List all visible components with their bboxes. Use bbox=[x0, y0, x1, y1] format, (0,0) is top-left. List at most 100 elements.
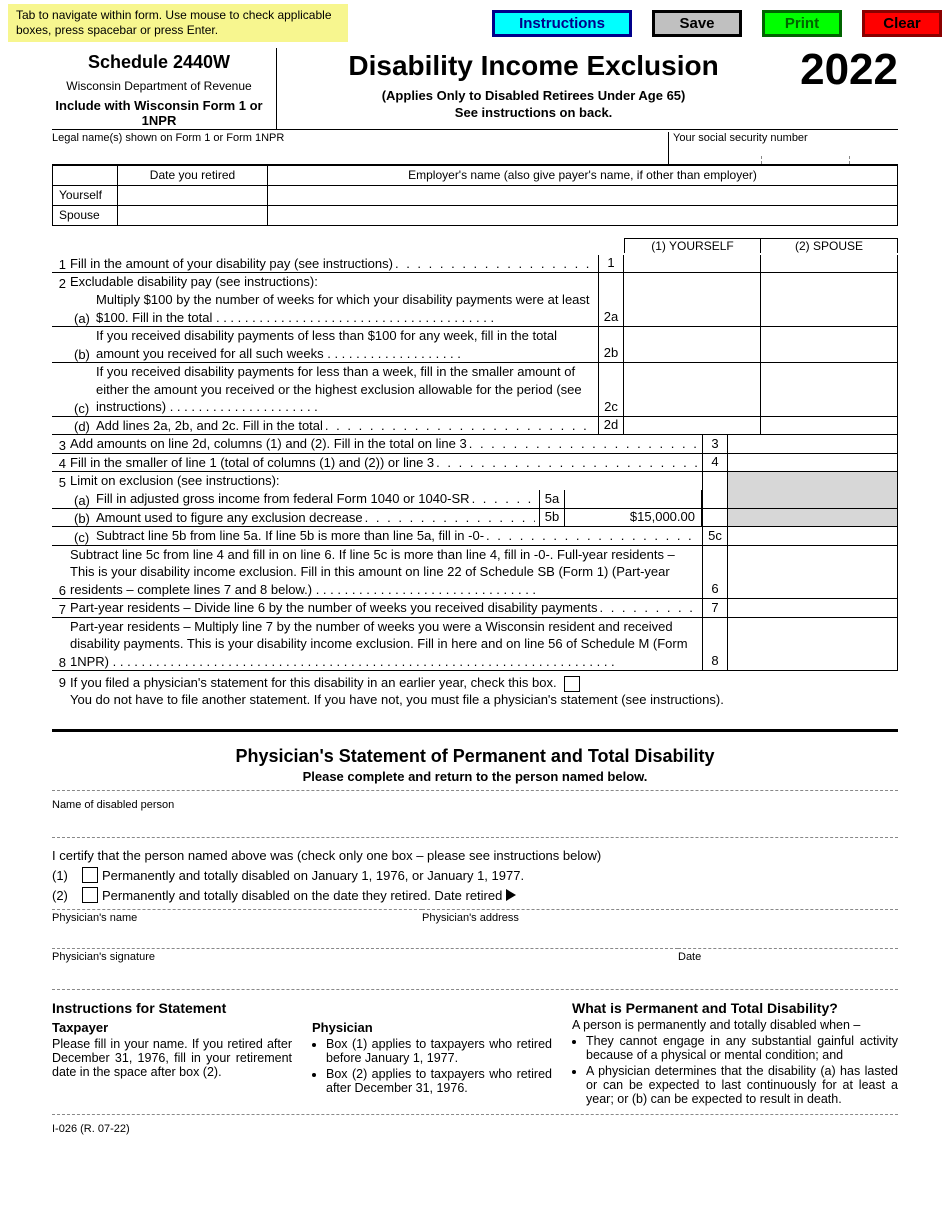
line-4-text: Fill in the smaller of line 1 (total of … bbox=[70, 454, 436, 472]
what-bullet-2: A physician determines that the disabili… bbox=[586, 1064, 898, 1106]
cert-2-text: Permanently and totally disabled on the … bbox=[102, 888, 502, 903]
physician-sub: Please complete and return to the person… bbox=[52, 769, 898, 784]
phys-bullet-1: Box (1) applies to taxpayers who retired… bbox=[326, 1037, 552, 1065]
disabled-name-input[interactable] bbox=[52, 811, 898, 829]
ssn-label: Your social security number bbox=[673, 132, 898, 144]
line-5b-text: Amount used to figure any exclusion decr… bbox=[96, 509, 365, 527]
line-5a-text: Fill in adjusted gross income from feder… bbox=[96, 490, 472, 508]
line-9a-text: If you filed a physician's statement for… bbox=[70, 675, 557, 690]
line-4-num: 4 bbox=[52, 456, 70, 471]
line-2-num: 2 bbox=[52, 276, 70, 291]
line-2b-sub: (b) bbox=[70, 347, 96, 362]
phys-bullet-2: Box (2) applies to taxpayers who retired… bbox=[326, 1067, 552, 1095]
include-note: Include with Wisconsin Form 1 or 1NPR bbox=[52, 99, 266, 129]
row-yourself-label: Yourself bbox=[53, 185, 118, 205]
line-5a-shade bbox=[728, 490, 898, 508]
ssn-input[interactable] bbox=[673, 144, 898, 164]
line-6-box: 6 bbox=[702, 546, 728, 599]
line-5-num: 5 bbox=[52, 475, 70, 490]
tax-year: 2022 bbox=[800, 48, 898, 92]
line-5c-sub: (c) bbox=[70, 530, 96, 545]
print-button[interactable]: Print bbox=[762, 10, 842, 37]
line-2d-spouse[interactable] bbox=[761, 417, 898, 435]
line-7-value[interactable] bbox=[728, 599, 898, 617]
line-6-value[interactable] bbox=[728, 546, 898, 599]
legal-name-input[interactable] bbox=[52, 144, 668, 162]
line-1-num: 1 bbox=[52, 257, 70, 272]
col-spouse: (2) SPOUSE bbox=[761, 238, 898, 253]
line-5c-value[interactable] bbox=[728, 527, 898, 545]
cert-1-num: (1) bbox=[52, 868, 78, 883]
line-9-checkbox[interactable] bbox=[564, 676, 580, 692]
phys-sig-label: Physician's signature bbox=[52, 951, 672, 963]
instructions-button[interactable]: Instructions bbox=[492, 10, 632, 37]
line-2a-spouse[interactable] bbox=[761, 291, 898, 326]
spouse-date-input[interactable] bbox=[118, 205, 268, 225]
line-5b-box: 5b bbox=[539, 509, 565, 527]
phys-addr-label: Physician's address bbox=[422, 912, 892, 924]
line-2c-spouse[interactable] bbox=[761, 363, 898, 416]
date-retired-header: Date you retired bbox=[118, 165, 268, 185]
line-5-text: Limit on exclusion (see instructions): bbox=[70, 472, 539, 490]
line-2c-sub: (c) bbox=[70, 401, 96, 416]
clear-button[interactable]: Clear bbox=[862, 10, 942, 37]
line-2d-box: 2d bbox=[598, 417, 624, 435]
retire-info-table: Date you retired Employer's name (also g… bbox=[52, 165, 898, 226]
see-instr: See instructions on back. bbox=[287, 105, 780, 120]
line-3-value[interactable] bbox=[728, 435, 898, 453]
instr-heading: Instructions for Statement bbox=[52, 1000, 292, 1016]
line-8-value[interactable] bbox=[728, 618, 898, 671]
cert-1-checkbox[interactable] bbox=[82, 867, 98, 883]
line-1-box: 1 bbox=[598, 255, 624, 273]
line-1-spouse[interactable] bbox=[761, 255, 898, 273]
taxpayer-text: Please fill in your name. If you retired… bbox=[52, 1037, 292, 1079]
line-9b-text: You do not have to file another statemen… bbox=[70, 692, 724, 707]
employer-header: Employer's name (also give payer's name,… bbox=[268, 165, 898, 185]
yourself-employer-input[interactable] bbox=[268, 185, 898, 205]
line-2c-box: 2c bbox=[598, 363, 624, 416]
cert-2-checkbox[interactable] bbox=[82, 887, 98, 903]
line-2c-yourself[interactable] bbox=[624, 363, 761, 416]
spouse-employer-input[interactable] bbox=[268, 205, 898, 225]
applies-note: (Applies Only to Disabled Retirees Under… bbox=[287, 88, 780, 103]
line-7-text: Part-year residents – Divide line 6 by t… bbox=[70, 599, 599, 617]
line-5b-value: $15,000.00 bbox=[565, 509, 702, 527]
what-heading: What is Permanent and Total Disability? bbox=[572, 1000, 898, 1016]
line-2b-box: 2b bbox=[598, 327, 624, 362]
line-9-num: 9 bbox=[52, 675, 70, 707]
phys-name-label: Physician's name bbox=[52, 912, 416, 924]
line-4-box: 4 bbox=[702, 454, 728, 472]
line-5a-value[interactable] bbox=[565, 490, 702, 508]
line-1-yourself[interactable] bbox=[624, 255, 761, 273]
line-2d-yourself[interactable] bbox=[624, 417, 761, 435]
line-5c-box: 5c bbox=[702, 527, 728, 545]
physician-heading: Physician bbox=[312, 1020, 552, 1035]
line-8-num: 8 bbox=[52, 655, 70, 670]
line-2b-yourself[interactable] bbox=[624, 327, 761, 362]
line-4-value[interactable] bbox=[728, 454, 898, 472]
physician-title: Physician's Statement of Permanent and T… bbox=[52, 746, 898, 767]
schedule-code: Schedule 2440W bbox=[52, 52, 266, 73]
cert-2-date-input[interactable] bbox=[516, 895, 898, 896]
line-7-num: 7 bbox=[52, 602, 70, 617]
line-2a-yourself[interactable] bbox=[624, 291, 761, 326]
what-intro: A person is permanently and totally disa… bbox=[572, 1018, 898, 1032]
cert-1-text: Permanently and totally disabled on Janu… bbox=[102, 868, 524, 883]
line-5b-sub: (b) bbox=[70, 511, 96, 526]
line-2a-sub: (a) bbox=[70, 311, 96, 326]
nav-hint: Tab to navigate within form. Use mouse t… bbox=[8, 4, 348, 42]
line-3-text: Add amounts on line 2d, columns (1) and … bbox=[70, 435, 469, 453]
line-2b-spouse[interactable] bbox=[761, 327, 898, 362]
form-title: Disability Income Exclusion bbox=[287, 50, 780, 82]
line-5c-text: Subtract line 5b from line 5a. If line 5… bbox=[96, 527, 486, 545]
taxpayer-heading: Taxpayer bbox=[52, 1020, 292, 1035]
line-5a-sub: (a) bbox=[70, 493, 96, 508]
save-button[interactable]: Save bbox=[652, 10, 742, 37]
line-3-box: 3 bbox=[702, 435, 728, 453]
line-8-box: 8 bbox=[702, 618, 728, 671]
phys-date-label: Date bbox=[678, 951, 892, 963]
line-1-text: Fill in the amount of your disability pa… bbox=[70, 255, 395, 273]
certify-text: I certify that the person named above wa… bbox=[52, 848, 898, 863]
what-bullet-1: They cannot engage in any substantial ga… bbox=[586, 1034, 898, 1062]
yourself-date-input[interactable] bbox=[118, 185, 268, 205]
